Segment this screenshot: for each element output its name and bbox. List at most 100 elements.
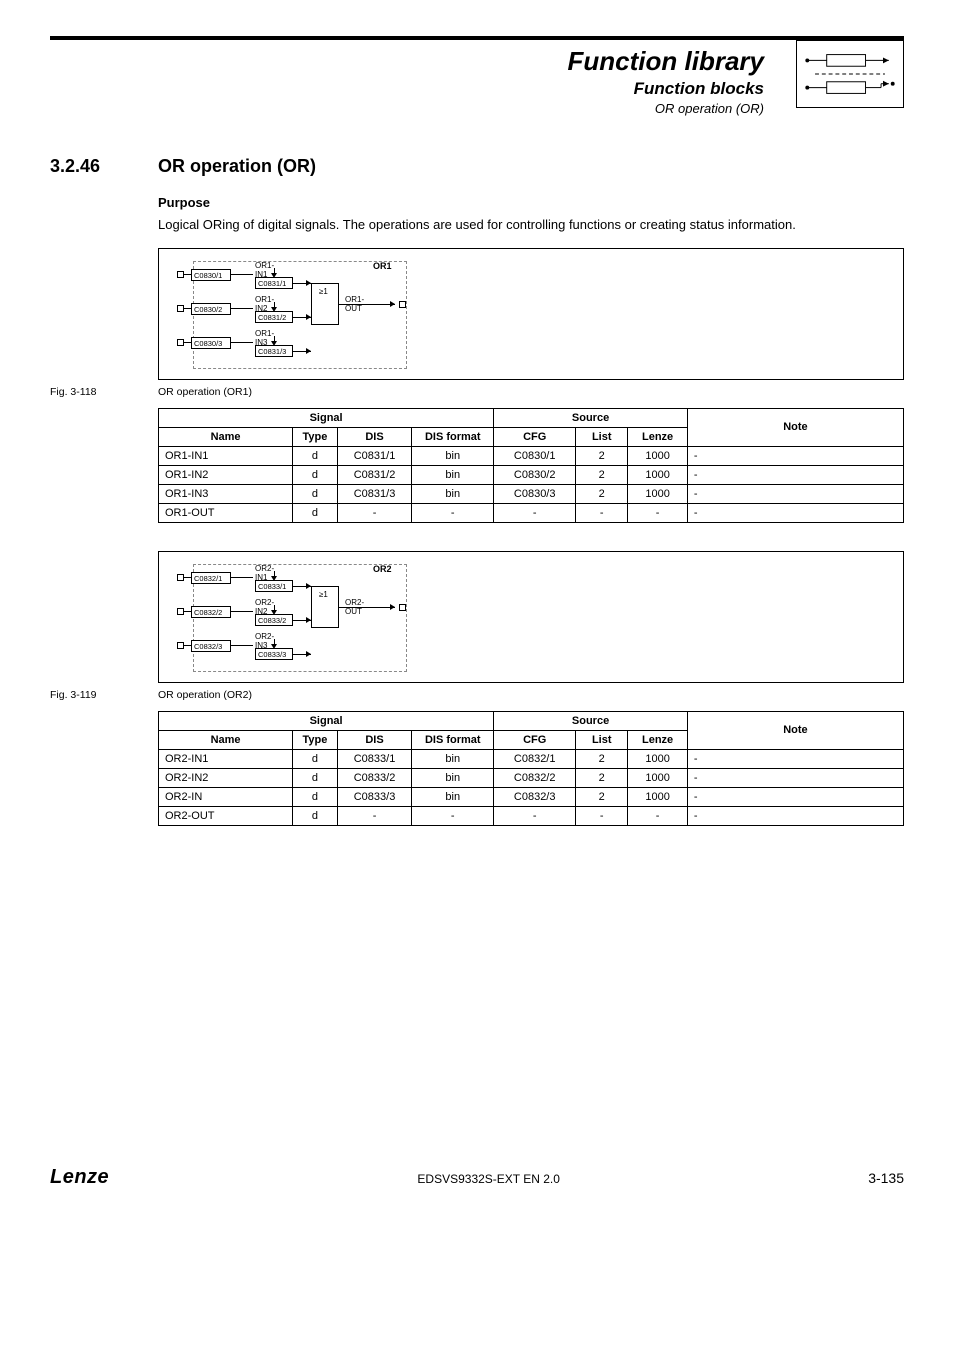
cell-lenze: 1000 bbox=[628, 787, 688, 806]
cell-cfg: C0830/1 bbox=[494, 446, 576, 465]
diagram-src-box: C0832/1 bbox=[191, 572, 231, 584]
cell-name: OR1-IN1 bbox=[159, 446, 293, 465]
diagram-line bbox=[184, 645, 191, 646]
diagram-src-box: C0830/1 bbox=[191, 269, 231, 281]
cell-disfmt: bin bbox=[412, 787, 494, 806]
cell-list: 2 bbox=[576, 484, 628, 503]
cell-lenze: 1000 bbox=[628, 749, 688, 768]
header-fb-icon bbox=[796, 40, 904, 108]
diagram-line bbox=[231, 274, 253, 275]
cell-cfg: - bbox=[494, 806, 576, 825]
cell-lenze: - bbox=[628, 503, 688, 522]
cell-note: - bbox=[687, 787, 903, 806]
cell-cfg: C0832/3 bbox=[494, 787, 576, 806]
table-header-list: List bbox=[576, 730, 628, 749]
cell-note: - bbox=[687, 768, 903, 787]
figure-or1-caption: OR operation (OR1) bbox=[158, 386, 252, 398]
cell-list: 2 bbox=[576, 446, 628, 465]
footer-brand: Lenze bbox=[50, 1166, 109, 1189]
cell-dis: C0833/1 bbox=[337, 749, 412, 768]
diagram-line bbox=[339, 304, 395, 305]
cell-list: 2 bbox=[576, 749, 628, 768]
diagram-port-square bbox=[177, 339, 184, 346]
header-title-sub: Function blocks bbox=[50, 79, 764, 99]
cell-dis: - bbox=[337, 503, 412, 522]
table-header-signal: Signal bbox=[159, 711, 494, 730]
table-header-disfmt: DIS format bbox=[412, 730, 494, 749]
cell-dis: C0833/3 bbox=[337, 787, 412, 806]
diagram-src-box: C0832/2 bbox=[191, 606, 231, 618]
diagram-line bbox=[184, 308, 191, 309]
table-header-lenze: Lenze bbox=[628, 730, 688, 749]
table-header-type: Type bbox=[293, 730, 338, 749]
cell-name: OR1-IN2 bbox=[159, 465, 293, 484]
cell-type: d bbox=[293, 768, 338, 787]
purpose-heading: Purpose bbox=[158, 195, 904, 210]
diagram-dis-box: C0833/3 bbox=[255, 648, 293, 660]
table-header-cfg: CFG bbox=[494, 427, 576, 446]
cell-lenze: 1000 bbox=[628, 484, 688, 503]
diagram-dis-box: C0833/1 bbox=[255, 580, 293, 592]
cell-list: 2 bbox=[576, 465, 628, 484]
cell-list: 2 bbox=[576, 787, 628, 806]
diagram-dis-box: C0831/2 bbox=[255, 311, 293, 323]
figure-or1-box: OR1C0830/1OR1-IN1C0831/1C0830/2OR1-IN2C0… bbox=[158, 248, 904, 380]
diagram-line bbox=[231, 308, 253, 309]
figure-or2-box: OR2C0832/1OR2-IN1C0833/1C0832/2OR2-IN2C0… bbox=[158, 551, 904, 683]
table-header-note: Note bbox=[687, 408, 903, 446]
cell-name: OR2-OUT bbox=[159, 806, 293, 825]
table-header-name: Name bbox=[159, 427, 293, 446]
cell-dis: C0833/2 bbox=[337, 768, 412, 787]
diagram-gate-label: ≥1 bbox=[319, 287, 328, 296]
footer-page-number: 3-135 bbox=[868, 1170, 904, 1186]
cell-note: - bbox=[687, 806, 903, 825]
table-header-lenze: Lenze bbox=[628, 427, 688, 446]
footer-doc-id: EDSVS9332S-EXT EN 2.0 bbox=[417, 1172, 560, 1186]
diagram-arrow-icon bbox=[306, 651, 311, 657]
cell-type: d bbox=[293, 484, 338, 503]
cell-disfmt: - bbox=[412, 806, 494, 825]
table-row: OR1-IN1dC0831/1binC0830/121000- bbox=[159, 446, 904, 465]
table-header-disfmt: DIS format bbox=[412, 427, 494, 446]
diagram-src-box: C0832/3 bbox=[191, 640, 231, 652]
diagram-arrow-icon bbox=[390, 604, 395, 610]
table-row: OR2-IN1dC0833/1binC0832/121000- bbox=[159, 749, 904, 768]
diagram-src-box: C0830/3 bbox=[191, 337, 231, 349]
cell-type: d bbox=[293, 749, 338, 768]
table-header-type: Type bbox=[293, 427, 338, 446]
cell-type: d bbox=[293, 806, 338, 825]
diagram-port-square bbox=[177, 608, 184, 615]
table-header-note: Note bbox=[687, 711, 903, 749]
table-row: OR2-IN2dC0833/2binC0832/221000- bbox=[159, 768, 904, 787]
diagram-block-title: OR2 bbox=[373, 564, 392, 574]
diagram-src-box: C0830/2 bbox=[191, 303, 231, 315]
table-or1: SignalSourceNoteNameTypeDISDIS formatCFG… bbox=[158, 408, 904, 523]
cell-list: 2 bbox=[576, 768, 628, 787]
cell-disfmt: - bbox=[412, 503, 494, 522]
diagram-line bbox=[184, 342, 191, 343]
diagram-line bbox=[231, 645, 253, 646]
cell-list: - bbox=[576, 503, 628, 522]
cell-type: d bbox=[293, 465, 338, 484]
diagram-dis-box: C0831/1 bbox=[255, 277, 293, 289]
diagram-line bbox=[184, 611, 191, 612]
diagram-line bbox=[184, 577, 191, 578]
cell-dis: C0831/3 bbox=[337, 484, 412, 503]
table-row: OR1-IN3dC0831/3binC0830/321000- bbox=[159, 484, 904, 503]
table-row: OR2-OUTd------ bbox=[159, 806, 904, 825]
table-header-source: Source bbox=[494, 408, 688, 427]
diagram-out-square bbox=[399, 301, 406, 308]
diagram-line bbox=[231, 342, 253, 343]
cell-name: OR2-IN bbox=[159, 787, 293, 806]
cell-list: - bbox=[576, 806, 628, 825]
cell-note: - bbox=[687, 484, 903, 503]
cell-name: OR1-OUT bbox=[159, 503, 293, 522]
table-header-list: List bbox=[576, 427, 628, 446]
diagram-port-square bbox=[177, 305, 184, 312]
table-row: OR1-IN2dC0831/2binC0830/221000- bbox=[159, 465, 904, 484]
figure-or2-label: Fig. 3-119 bbox=[50, 689, 158, 701]
table-header-dis: DIS bbox=[337, 427, 412, 446]
cell-disfmt: bin bbox=[412, 749, 494, 768]
section-number: 3.2.46 bbox=[50, 156, 158, 177]
cell-type: d bbox=[293, 446, 338, 465]
